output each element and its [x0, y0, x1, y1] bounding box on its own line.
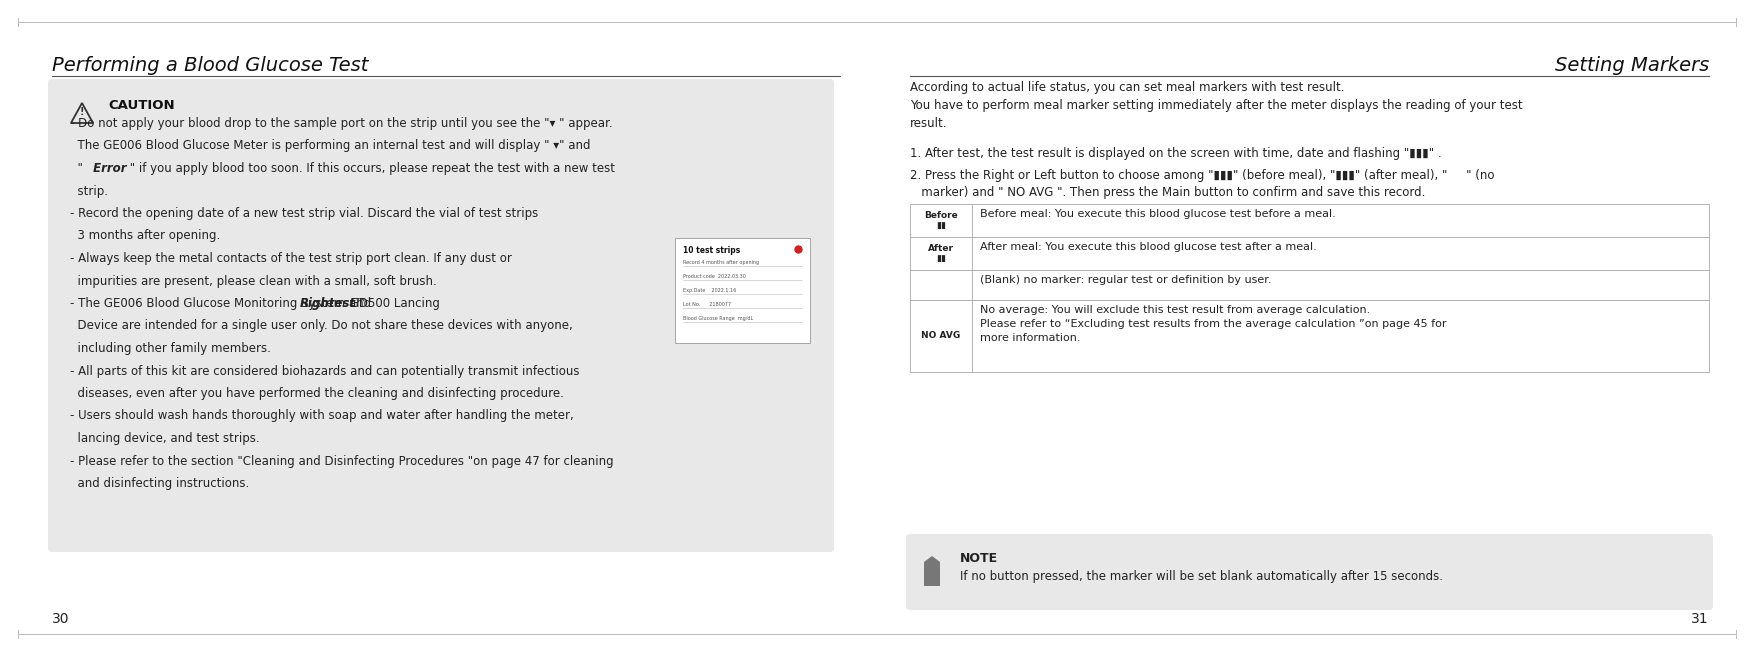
Text: - Users should wash hands thoroughly with soap and water after handling the mete: - Users should wash hands thoroughly wit… — [70, 409, 574, 422]
Text: Lot No.      2180077: Lot No. 2180077 — [682, 302, 731, 307]
Text: 2. Press the Right or Left button to choose among "▮▮▮" (before meal), "▮▮▮" (af: 2. Press the Right or Left button to cho… — [910, 169, 1494, 182]
FancyBboxPatch shape — [907, 534, 1714, 610]
Text: Product code  2022.03.30: Product code 2022.03.30 — [682, 274, 745, 279]
Text: 30: 30 — [53, 612, 70, 626]
Text: You have to perform meal marker setting immediately after the meter displays the: You have to perform meal marker setting … — [910, 99, 1522, 112]
Text: impurities are present, please clean with a small, soft brush.: impurities are present, please clean wit… — [70, 274, 437, 287]
Text: - All parts of this kit are considered biohazards and can potentially transmit i: - All parts of this kit are considered b… — [70, 365, 579, 377]
Text: !: ! — [79, 107, 84, 117]
Text: Blood Glucose Range  mg/dL: Blood Glucose Range mg/dL — [682, 316, 752, 321]
Text: (Blank) no marker: regular test or definition by user.: (Blank) no marker: regular test or defin… — [980, 275, 1272, 285]
Text: - The GE006 Blood Glucose Monitoring System and: - The GE006 Blood Glucose Monitoring Sys… — [70, 297, 375, 310]
Text: Device are intended for a single user only. Do not share these devices with anyo: Device are intended for a single user on… — [70, 319, 574, 333]
Text: According to actual life status, you can set meal markers with test result.: According to actual life status, you can… — [910, 81, 1345, 94]
FancyBboxPatch shape — [47, 79, 833, 552]
Text: marker) and " NO AVG ". Then press the Main button to confirm and save this reco: marker) and " NO AVG ". Then press the M… — [910, 186, 1426, 199]
Text: Performing a Blood Glucose Test: Performing a Blood Glucose Test — [53, 56, 368, 75]
Text: Before meal: You execute this blood glucose test before a meal.: Before meal: You execute this blood gluc… — [980, 209, 1337, 219]
Text: Setting Markers: Setting Markers — [1554, 56, 1708, 75]
Polygon shape — [924, 556, 940, 586]
Text: - Always keep the metal contacts of the test strip port clean. If any dust or: - Always keep the metal contacts of the … — [70, 252, 512, 265]
Text: ": " — [70, 162, 86, 175]
Bar — [910, 237, 1708, 270]
Text: Error: Error — [89, 162, 132, 175]
Text: Record 4 months after opening: Record 4 months after opening — [682, 260, 759, 265]
Text: NO AVG: NO AVG — [921, 331, 961, 340]
Text: No average: You will exclude this test result from average calculation.
Please r: No average: You will exclude this test r… — [980, 305, 1447, 343]
Text: 10 test strips: 10 test strips — [682, 246, 740, 255]
Text: lancing device, and test strips.: lancing device, and test strips. — [70, 432, 260, 445]
Bar — [675, 238, 810, 343]
Bar — [910, 204, 1708, 237]
Text: strip.: strip. — [70, 184, 109, 197]
Text: GD500 Lancing: GD500 Lancing — [346, 297, 440, 310]
Text: 3 months after opening.: 3 months after opening. — [70, 230, 221, 243]
Text: including other family members.: including other family members. — [70, 342, 270, 355]
Text: and disinfecting instructions.: and disinfecting instructions. — [70, 477, 249, 490]
Text: CAUTION: CAUTION — [109, 99, 175, 112]
Text: If no button pressed, the marker will be set blank automatically after 15 second: If no button pressed, the marker will be… — [959, 570, 1444, 583]
Text: Rightest™: Rightest™ — [300, 297, 367, 310]
Text: 31: 31 — [1691, 612, 1708, 626]
Text: Before
▮▮: Before ▮▮ — [924, 211, 958, 230]
Text: 1. After test, the test result is displayed on the screen with time, date and fl: 1. After test, the test result is displa… — [910, 147, 1442, 160]
Text: diseases, even after you have performed the cleaning and disinfecting procedure.: diseases, even after you have performed … — [70, 387, 563, 400]
Text: After meal: You execute this blood glucose test after a meal.: After meal: You execute this blood gluco… — [980, 242, 1317, 252]
Text: - Please refer to the section "Cleaning and Disinfecting Procedures "on page 47 : - Please refer to the section "Cleaning … — [70, 455, 614, 468]
Text: - Record the opening date of a new test strip vial. Discard the vial of test str: - Record the opening date of a new test … — [70, 207, 538, 220]
Text: " if you apply blood too soon. If this occurs, please repeat the test with a new: " if you apply blood too soon. If this o… — [126, 162, 614, 175]
Text: result.: result. — [910, 117, 947, 130]
Text: NOTE: NOTE — [959, 552, 998, 565]
Text: - Do not apply your blood drop to the sample port on the strip until you see the: - Do not apply your blood drop to the sa… — [70, 117, 612, 130]
Text: The GE006 Blood Glucose Meter is performing an internal test and will display " : The GE006 Blood Glucose Meter is perform… — [70, 140, 591, 152]
Bar — [910, 270, 1708, 300]
Bar — [910, 300, 1708, 372]
Text: Exp.Date    2022.1.16: Exp.Date 2022.1.16 — [682, 288, 737, 293]
Text: After
▮▮: After ▮▮ — [928, 244, 954, 263]
